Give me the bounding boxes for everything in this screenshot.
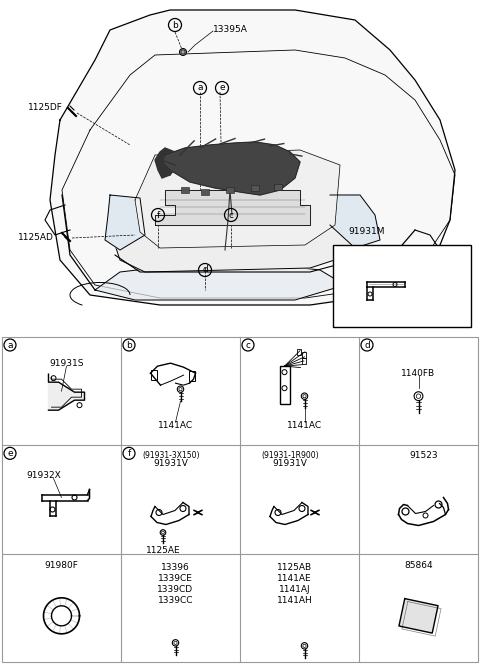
Text: 91523: 91523 <box>409 451 438 460</box>
Text: 1339CD: 1339CD <box>157 585 193 594</box>
Text: 91931M: 91931M <box>348 228 384 236</box>
Text: f: f <box>127 449 131 458</box>
Polygon shape <box>155 148 178 178</box>
Bar <box>189 371 194 381</box>
Text: 91931V: 91931V <box>154 459 189 468</box>
Text: f: f <box>156 210 160 220</box>
Polygon shape <box>330 195 380 248</box>
Text: 1140FB: 1140FB <box>401 369 435 378</box>
Text: 1339CE: 1339CE <box>158 574 193 583</box>
Polygon shape <box>95 265 345 300</box>
Bar <box>226 187 234 193</box>
Text: c: c <box>245 341 251 349</box>
Bar <box>302 352 306 358</box>
Circle shape <box>181 50 185 54</box>
Text: 91932X: 91932X <box>26 471 61 480</box>
Text: d: d <box>202 266 208 274</box>
Bar <box>201 189 209 195</box>
Polygon shape <box>135 150 340 248</box>
Text: 1141AC: 1141AC <box>287 421 322 430</box>
Text: 1141AH: 1141AH <box>276 596 312 605</box>
Text: 1141AJ: 1141AJ <box>279 585 310 594</box>
Text: b: b <box>172 21 178 29</box>
Text: (91931-1R900): (91931-1R900) <box>261 451 319 460</box>
Text: 1141AE: 1141AE <box>277 574 312 583</box>
Polygon shape <box>115 220 355 272</box>
Text: b: b <box>126 341 132 349</box>
Text: e: e <box>219 84 225 92</box>
Text: 91931V: 91931V <box>273 459 307 468</box>
Text: 1125AE: 1125AE <box>145 546 180 555</box>
Text: (91931-3X150): (91931-3X150) <box>142 451 200 460</box>
Text: 13395A: 13395A <box>213 25 248 35</box>
Bar <box>274 184 282 190</box>
Text: a: a <box>197 84 203 92</box>
Bar <box>2 337 478 662</box>
Text: 91931S: 91931S <box>49 359 84 368</box>
Text: 85864: 85864 <box>404 561 433 570</box>
Polygon shape <box>105 195 145 250</box>
Polygon shape <box>399 599 438 633</box>
Circle shape <box>180 48 187 56</box>
Text: a: a <box>7 341 13 349</box>
Polygon shape <box>162 142 300 195</box>
Polygon shape <box>50 10 455 305</box>
Text: c: c <box>228 210 233 220</box>
Text: 1125AB: 1125AB <box>277 563 312 572</box>
Bar <box>279 366 289 404</box>
Text: 1125AD: 1125AD <box>18 234 54 242</box>
Bar <box>151 370 156 380</box>
Bar <box>297 349 300 355</box>
Text: 1125DF: 1125DF <box>28 104 63 112</box>
Bar <box>302 358 306 364</box>
Text: 1141AC: 1141AC <box>158 421 193 430</box>
Bar <box>333 245 471 327</box>
Bar <box>181 187 189 193</box>
Text: d: d <box>364 341 370 349</box>
Text: 13396: 13396 <box>161 563 190 572</box>
Bar <box>251 185 259 191</box>
Text: e: e <box>7 449 13 458</box>
Text: 91980F: 91980F <box>45 561 78 570</box>
Polygon shape <box>48 374 84 410</box>
Polygon shape <box>155 190 310 225</box>
Text: 1339CC: 1339CC <box>158 596 193 605</box>
